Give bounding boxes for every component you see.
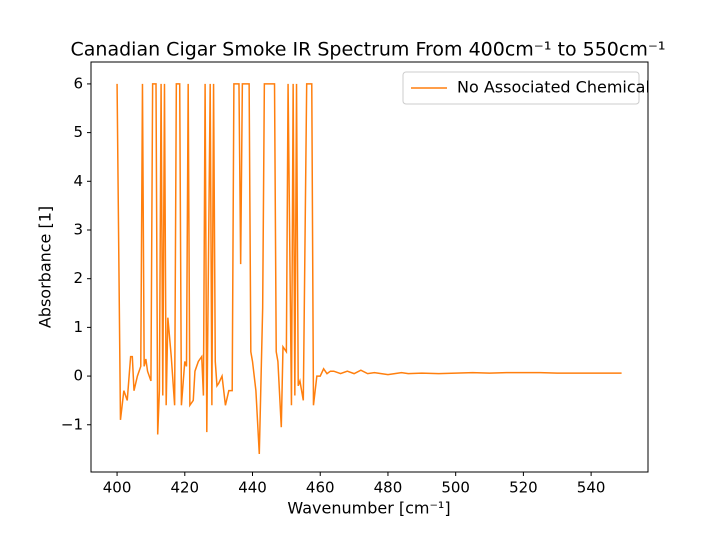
x-tick-label: 480 <box>374 479 403 497</box>
x-tick-label: 420 <box>170 479 199 497</box>
x-tick-label: 440 <box>238 479 267 497</box>
y-tick-label: −1 <box>61 415 83 433</box>
x-tick-label: 520 <box>509 479 538 497</box>
y-tick-label: 0 <box>73 367 83 385</box>
data-line <box>116 83 622 455</box>
plot-frame <box>90 61 649 473</box>
y-tick-label: 5 <box>73 123 83 141</box>
y-tick-label: 3 <box>73 220 83 238</box>
y-axis-label: Absorbance [1] <box>36 206 55 328</box>
x-tick-label: 460 <box>306 479 335 497</box>
x-axis-label: Wavenumber [cm⁻¹] <box>287 499 450 518</box>
x-tick-label: 540 <box>577 479 606 497</box>
legend-box <box>402 71 640 105</box>
legend-label: No Associated Chemical <box>457 78 650 97</box>
chart-title: Canadian Cigar Smoke IR Spectrum From 40… <box>71 39 666 61</box>
y-tick-label: 2 <box>73 269 83 287</box>
y-tick-label: 6 <box>73 74 83 92</box>
x-tick-label: 500 <box>441 479 470 497</box>
x-tick-label: 400 <box>103 479 132 497</box>
y-tick-label: 4 <box>73 172 83 190</box>
y-tick-label: 1 <box>73 318 83 336</box>
